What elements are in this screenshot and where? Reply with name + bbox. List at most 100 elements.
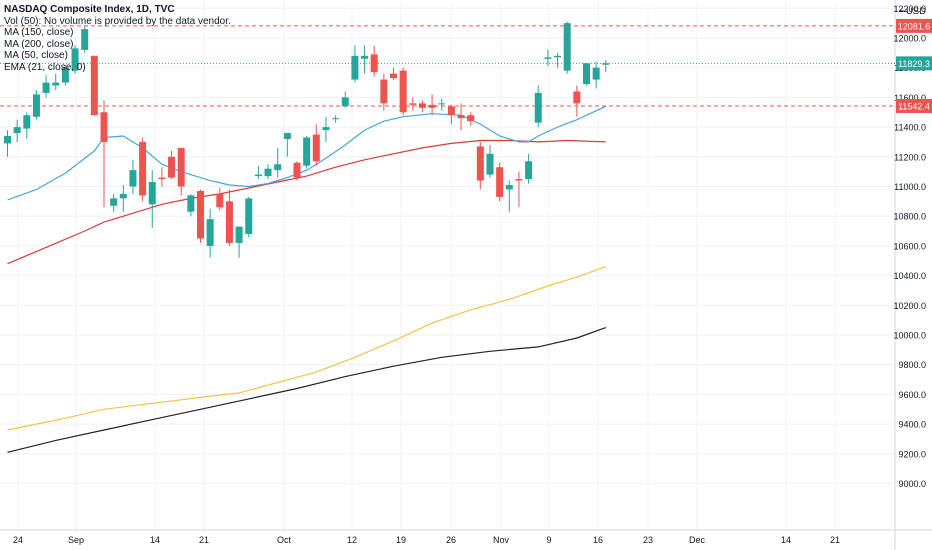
candle-body[interactable] [139,141,147,196]
candle-body[interactable] [283,133,291,139]
candle-body[interactable] [235,226,243,243]
candle-body[interactable] [438,103,446,105]
candle-body[interactable] [148,182,156,205]
candle-body[interactable] [110,198,118,206]
time-tick-label: Nov [493,535,510,545]
price-tick-label: 9000.0 [898,479,926,489]
candle-body[interactable] [90,55,98,116]
candle-body[interactable] [592,67,600,80]
candle-body[interactable] [100,112,108,142]
price-tick-label: 10200.0 [893,301,926,311]
candle-body[interactable] [293,162,301,178]
time-tick-label: 24 [13,535,23,545]
chart-legend: NASDAQ Composite Index, 1D, TVC Vol (50)… [4,4,231,73]
candle-body[interactable] [206,219,214,246]
candle-body[interactable] [129,170,137,187]
candle-body[interactable] [583,63,590,85]
time-tick-label: 23 [643,535,653,545]
candle-body[interactable] [332,118,340,120]
candle-body[interactable] [447,106,455,116]
candle-body[interactable] [81,29,89,50]
price-tick-label: 9400.0 [898,420,926,430]
candle-body[interactable] [61,67,69,83]
candle-body[interactable] [457,115,465,119]
ma50-line [7,139,606,265]
candle-body[interactable] [351,55,359,80]
price-tick-label: 11600.0 [894,93,926,103]
candle-body[interactable] [245,198,253,235]
candle-body[interactable] [467,115,475,122]
candle-body[interactable] [505,185,513,190]
level-label-bg [896,98,932,113]
candle-body[interactable] [13,127,21,134]
time-tick-label: 16 [593,535,603,545]
candle-body[interactable] [4,136,11,144]
candle-body[interactable] [525,161,533,180]
candle-body[interactable] [496,167,504,197]
candle-body[interactable] [264,168,272,177]
candle-body[interactable] [197,190,204,239]
price-tick-label: 9200.0 [898,449,926,459]
price-tick-label: 11200.0 [894,152,926,162]
time-tick-label: 19 [396,535,406,545]
candle-body[interactable] [52,82,60,86]
time-tick-label: 21 [830,535,840,545]
level-label: 11829.3 [898,59,930,69]
price-tick-label: 10800.0 [893,212,926,222]
candle-body[interactable] [158,177,166,180]
candle-body[interactable] [303,137,311,166]
candle-body[interactable] [312,134,320,162]
legend-line-ma50: MA (50, close) [4,50,68,61]
candle-body[interactable] [23,115,31,129]
candle-body[interactable] [361,55,369,59]
time-tick-label: 9 [546,535,551,545]
candle-body[interactable] [42,82,50,93]
candle-body[interactable] [409,103,417,105]
candle-body[interactable] [534,92,542,123]
candle-body[interactable] [486,153,494,175]
candle-body[interactable] [515,179,523,181]
candle-body[interactable] [225,201,233,243]
candle-body[interactable] [602,63,610,65]
candle-body[interactable] [476,146,484,181]
legend-line-ma150: MA (150, close) [4,27,74,38]
price-tick-label: 9800.0 [898,360,926,370]
candle-body[interactable] [168,156,176,178]
price-tick-label: 12000.0 [893,34,926,44]
candle-body[interactable] [254,174,262,177]
candle-body[interactable] [418,103,426,108]
candle-body[interactable] [187,195,195,212]
candle-body[interactable] [380,79,388,104]
time-tick-label: 21 [199,535,209,545]
time-tick-label: Oct [277,535,292,545]
candle-body[interactable] [274,164,282,171]
legend-line-ema21: EMA (21, close, 0) [4,61,86,73]
currency-label[interactable]: USD [906,6,926,17]
candle-body[interactable] [563,23,571,71]
legend-line-volume: Vol (50): No volume is provided by the d… [4,15,231,27]
price-tick-label: 9600.0 [898,390,926,400]
candle-body[interactable] [573,91,581,104]
candle-body[interactable] [32,94,40,117]
level-label: 12081.6 [898,21,931,31]
legend-title: NASDAQ Composite Index, 1D, TVC [4,4,175,15]
candle-body[interactable] [554,55,562,58]
level-label-bg [896,56,932,71]
candle-body[interactable] [428,104,436,108]
level-label-bg [896,18,932,33]
candle-body[interactable] [370,54,378,73]
price-tick-label: 11000.0 [894,182,926,192]
candle-body[interactable] [119,193,127,199]
level-label: 11542.4 [898,101,930,111]
candle-body[interactable] [216,193,224,208]
price-tick-label: 11400.0 [894,123,926,133]
candle-body[interactable] [341,97,349,107]
candle-body[interactable] [71,48,79,71]
candle-body[interactable] [322,127,330,131]
candle-body[interactable] [544,57,552,59]
candle-body[interactable] [399,70,407,113]
candle-body[interactable] [390,73,397,79]
candle-body[interactable] [177,147,185,187]
